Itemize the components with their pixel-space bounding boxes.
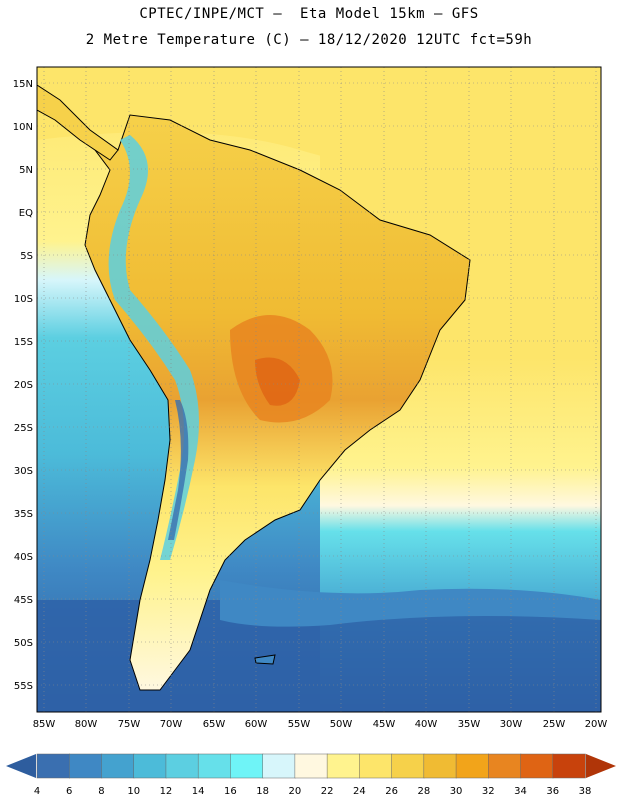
lat-label: 55S (14, 681, 33, 692)
colorbar-label: 32 (482, 786, 495, 797)
lon-label: 70W (160, 719, 183, 730)
colorbar-swatch (391, 753, 425, 779)
andes-cold (108, 135, 199, 560)
colorbar-swatches (36, 753, 586, 779)
lat-label: 15S (14, 337, 33, 348)
colorbar-label: 22 (321, 786, 334, 797)
lon-label: 25W (543, 719, 566, 730)
colorbar-label: 36 (546, 786, 559, 797)
lat-label: 20S (14, 380, 33, 391)
lat-label: 50S (14, 638, 33, 649)
lat-label: 35S (14, 509, 33, 520)
colorbar-swatch (552, 753, 586, 779)
lon-label: 20W (585, 719, 608, 730)
colorbar-label: 18 (256, 786, 269, 797)
lon-label: 50W (330, 719, 353, 730)
lat-label: 25S (14, 423, 33, 434)
colorbar-label: 4 (34, 786, 40, 797)
temperature-map: 15N 10N 5N EQ 5S 10S 15S 20S 25S 30S 35S… (13, 66, 608, 730)
colorbar-label: 26 (385, 786, 398, 797)
latitude-labels: 15N 10N 5N EQ 5S 10S 15S 20S 25S 30S 35S… (13, 79, 33, 692)
lon-label: 35W (458, 719, 481, 730)
colorbar-label: 24 (353, 786, 366, 797)
lat-label: 15N (13, 79, 33, 90)
colorbar-swatch (133, 753, 167, 779)
lat-label: 10N (13, 122, 33, 133)
colorbar-swatch (294, 753, 328, 779)
hottest-region (255, 357, 300, 406)
lon-label: 45W (373, 719, 396, 730)
colorbar-swatch (36, 753, 70, 779)
lon-label: 85W (33, 719, 56, 730)
title-line-2: 2 Metre Temperature (C) – 18/12/2020 12U… (85, 32, 533, 48)
colorbar-swatch (262, 753, 296, 779)
colorbar-label: 20 (289, 786, 302, 797)
lon-label: 40W (415, 719, 438, 730)
cold-band (220, 580, 601, 627)
lon-label: 60W (245, 719, 268, 730)
colorbar-swatch (359, 753, 393, 779)
andes-coldest (168, 400, 189, 540)
map-frame (36, 66, 602, 713)
lon-label: 75W (118, 719, 141, 730)
colorbar-swatch (488, 753, 522, 779)
central-america (37, 84, 119, 161)
colorbar: 4 6 8 10 12 14 16 18 20 22 24 26 28 30 32 34 36 38 (6, 753, 616, 797)
lat-label: 40S (14, 552, 33, 563)
lon-label: 55W (288, 719, 311, 730)
colorbar-swatch (68, 753, 103, 779)
colorbar-low-arrow (6, 754, 36, 778)
colorbar-label: 34 (514, 786, 527, 797)
colorbar-swatch (423, 753, 457, 779)
colorbar-swatch (230, 753, 264, 779)
colorbar-swatch (197, 753, 232, 779)
colorbar-swatch (520, 753, 554, 779)
caribbean-warm (37, 67, 601, 200)
colorbar-labels: 4 6 8 10 12 14 16 18 20 22 24 26 28 30 32 34 36 38 (34, 786, 592, 797)
falkland-islands (254, 654, 276, 665)
title-line-1: CPTEC/INPE/MCT – Eta Model 15km – GFS (139, 6, 479, 22)
map-field (37, 67, 601, 712)
colorbar-label: 8 (98, 786, 104, 797)
colorbar-label: 10 (127, 786, 140, 797)
lon-label: 80W (75, 719, 98, 730)
colorbar-swatch (326, 753, 361, 779)
colorbar-label: 30 (450, 786, 463, 797)
colorbar-label: 14 (192, 786, 205, 797)
lat-label: 5N (19, 165, 33, 176)
lat-label: EQ (19, 208, 33, 219)
longitude-labels: 85W 80W 75W 70W 65W 60W 55W 50W 45W 40W … (33, 719, 608, 730)
colorbar-label: 12 (160, 786, 173, 797)
colorbar-high-arrow (586, 754, 616, 778)
colorbar-swatch (455, 753, 490, 779)
colorbar-label: 16 (224, 786, 237, 797)
lat-label: 5S (20, 251, 33, 262)
colorbar-label: 28 (417, 786, 430, 797)
lat-label: 30S (14, 466, 33, 477)
lat-label: 45S (14, 595, 33, 606)
lat-label: 10S (14, 294, 33, 305)
colorbar-label: 38 (579, 786, 592, 797)
lon-label: 65W (203, 719, 226, 730)
colorbar-swatch (165, 753, 199, 779)
colorbar-swatch (101, 753, 135, 779)
colorbar-label: 6 (66, 786, 72, 797)
lon-label: 30W (500, 719, 523, 730)
